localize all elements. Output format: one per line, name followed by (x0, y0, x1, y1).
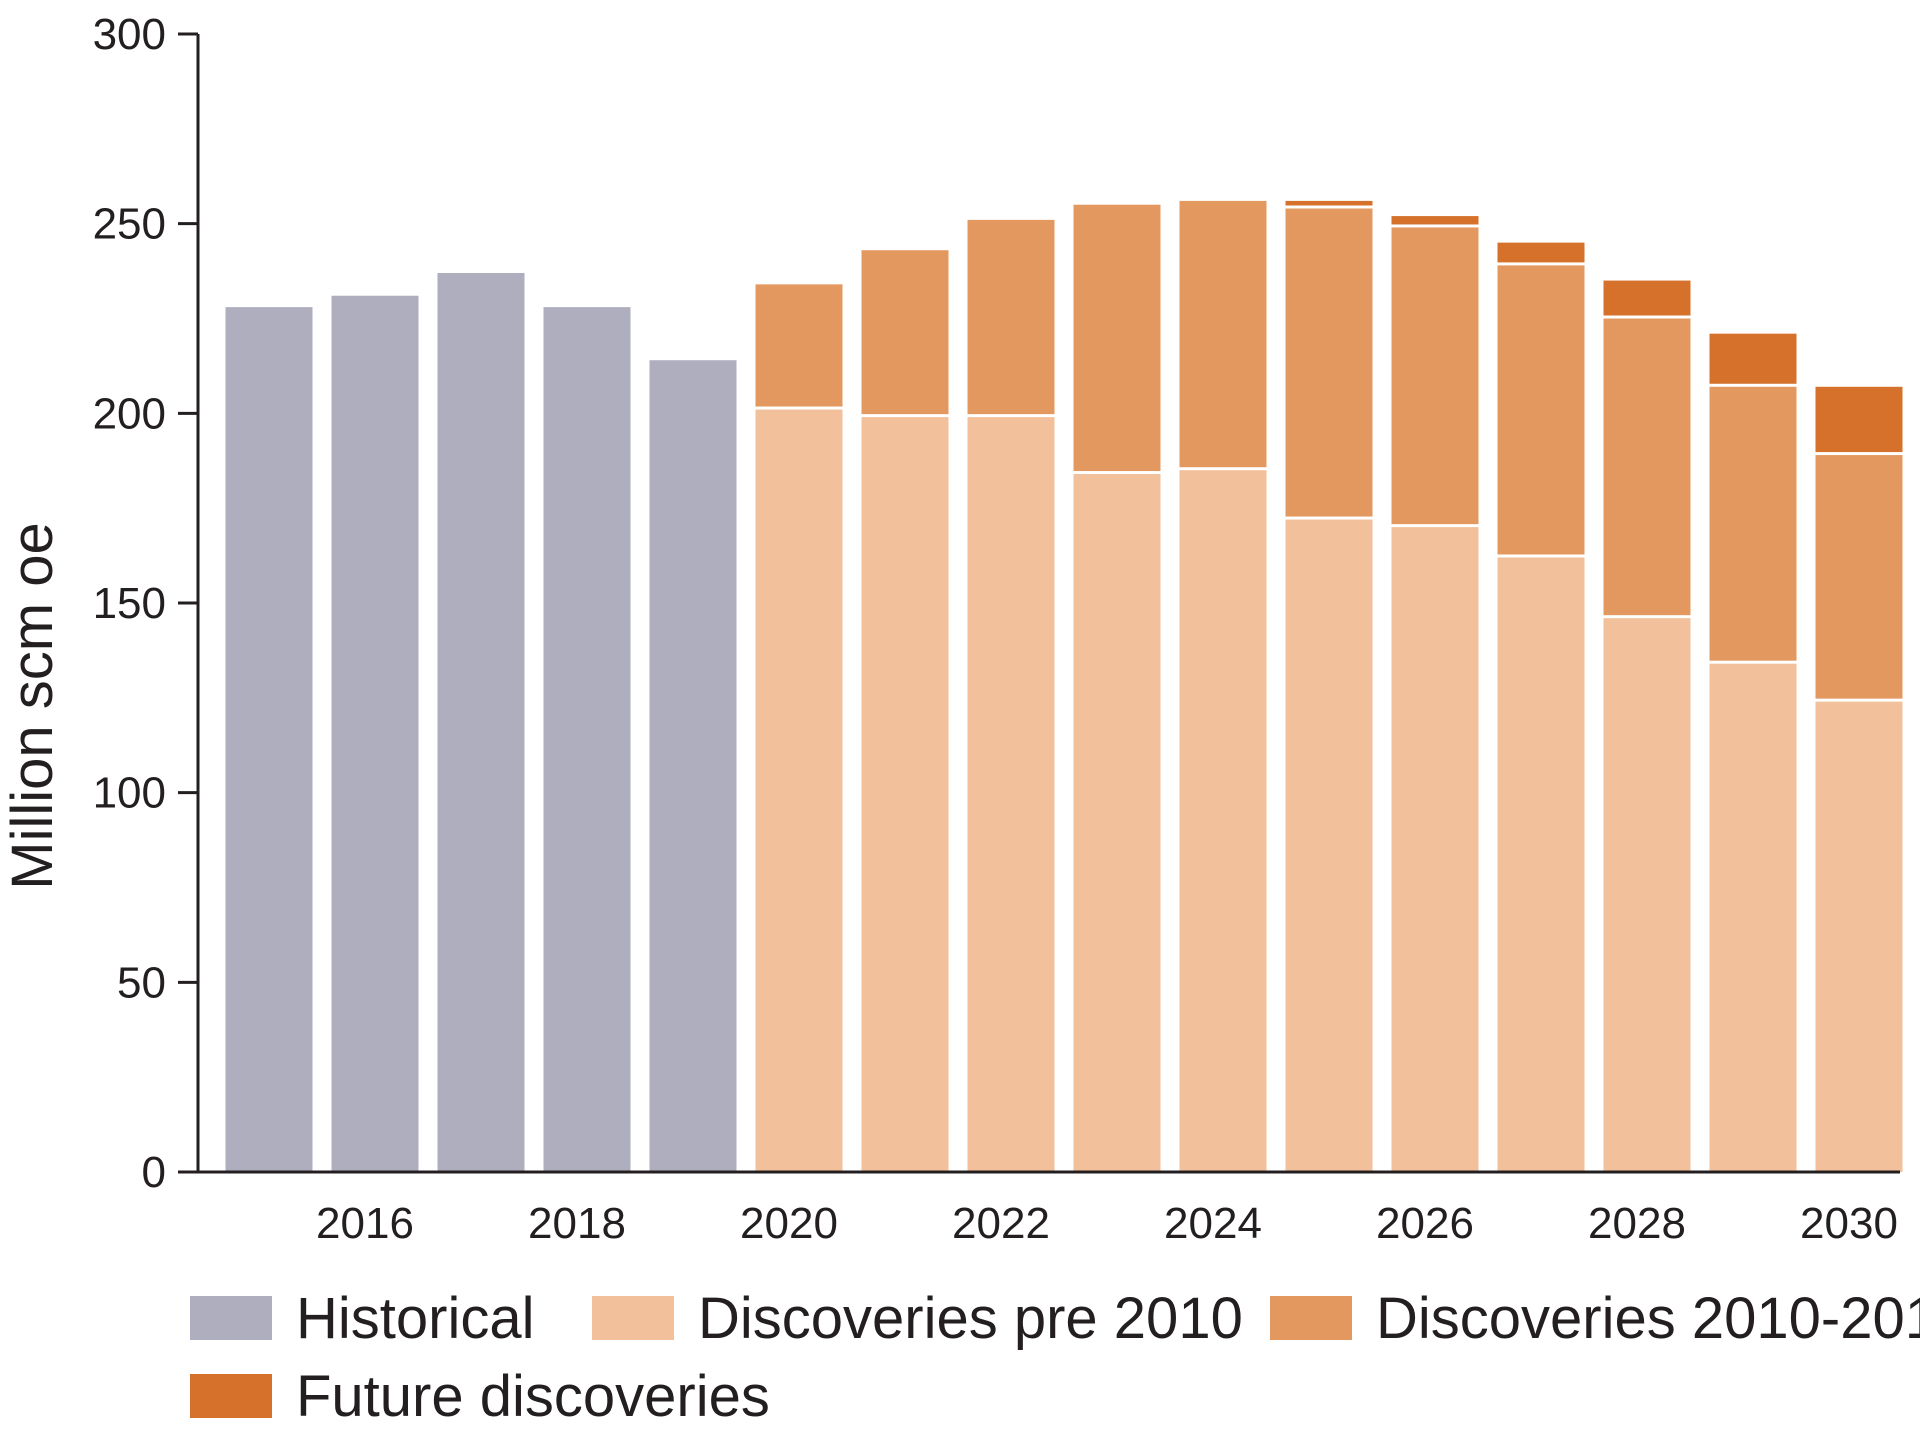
bar-discoveries-pre-2010-2027 (1497, 557, 1585, 1172)
legend-swatch-future-discoveries (190, 1374, 272, 1418)
y-tick-label: 150 (93, 579, 166, 628)
x-tick-label: 2020 (740, 1199, 838, 1248)
bar-discoveries-pre-2010-2024 (1179, 470, 1267, 1172)
bars-group (225, 200, 1903, 1173)
bar-future-discoveries-2030 (1815, 386, 1903, 453)
x-tick-label: 2026 (1376, 1199, 1474, 1248)
x-tick-label: 2030 (1800, 1199, 1898, 1248)
bar-historical-2019 (649, 360, 737, 1172)
y-tick-label: 250 (93, 200, 166, 249)
bar-discoveries-2010-2019-2028 (1603, 318, 1691, 616)
legend-swatch-historical (190, 1296, 272, 1340)
x-tick-label: 2016 (316, 1199, 414, 1248)
bar-discoveries-pre-2010-2023 (1073, 474, 1161, 1172)
bar-future-discoveries-2029 (1709, 333, 1797, 384)
bar-discoveries-pre-2010-2020 (755, 409, 843, 1172)
y-tick-label: 50 (117, 958, 166, 1007)
bar-future-discoveries-2025 (1285, 200, 1373, 206)
bar-discoveries-2010-2019-2022 (967, 219, 1055, 415)
y-tick-label: 200 (93, 389, 166, 438)
legend-label-historical: Historical (296, 1286, 535, 1351)
legend: Historical Discoveries pre 2010 Discoverie… (190, 1286, 1920, 1429)
bar-historical-2017 (437, 272, 525, 1173)
bar-historical-2016 (331, 295, 419, 1172)
y-axis-title: Million scm oe (0, 522, 65, 889)
y-tick-label: 100 (93, 769, 166, 818)
bar-discoveries-pre-2010-2021 (861, 417, 949, 1172)
legend-swatch-discoveries-2010-2019 (1270, 1296, 1352, 1340)
bar-discoveries-2010-2019-2027 (1497, 265, 1585, 555)
bar-discoveries-pre-2010-2025 (1285, 519, 1373, 1172)
legend-label-future-discoveries: Future discoveries (296, 1364, 770, 1429)
bar-discoveries-2010-2019-2024 (1179, 200, 1267, 468)
y-axis-ticks: 0 50 100 150 200 250 300 (93, 10, 198, 1197)
x-tick-label: 2024 (1164, 1199, 1262, 1248)
bar-discoveries-pre-2010-2029 (1709, 663, 1797, 1172)
legend-label-discoveries-pre-2010: Discoveries pre 2010 (698, 1286, 1243, 1351)
x-tick-label: 2022 (952, 1199, 1050, 1248)
y-tick-label: 0 (142, 1148, 166, 1197)
bar-discoveries-2010-2019-2026 (1391, 227, 1479, 525)
x-axis-ticks: 2016 2018 2020 2022 2024 2026 2028 2030 (316, 1199, 1898, 1248)
bar-discoveries-2010-2019-2029 (1709, 386, 1797, 661)
x-tick-label: 2018 (528, 1199, 626, 1248)
bar-discoveries-2010-2019-2030 (1815, 455, 1903, 699)
bar-discoveries-2010-2019-2020 (755, 284, 843, 407)
x-tick-label: 2028 (1588, 1199, 1686, 1248)
bar-discoveries-pre-2010-2026 (1391, 527, 1479, 1172)
bar-discoveries-pre-2010-2030 (1815, 701, 1903, 1172)
legend-swatch-discoveries-pre-2010 (592, 1296, 674, 1340)
bar-discoveries-2010-2019-2025 (1285, 208, 1373, 517)
y-tick-label: 300 (93, 10, 166, 59)
legend-label-discoveries-2010-2019: Discoveries 2010-2019 (1376, 1286, 1920, 1351)
bar-discoveries-2010-2019-2023 (1073, 204, 1161, 472)
bar-discoveries-2010-2019-2021 (861, 250, 949, 415)
bar-future-discoveries-2026 (1391, 216, 1479, 225)
bar-discoveries-pre-2010-2022 (967, 417, 1055, 1172)
bar-historical-2015 (225, 307, 313, 1172)
bar-historical-2018 (543, 307, 631, 1172)
bar-future-discoveries-2027 (1497, 242, 1585, 263)
bar-future-discoveries-2028 (1603, 280, 1691, 316)
bar-discoveries-pre-2010-2028 (1603, 618, 1691, 1172)
